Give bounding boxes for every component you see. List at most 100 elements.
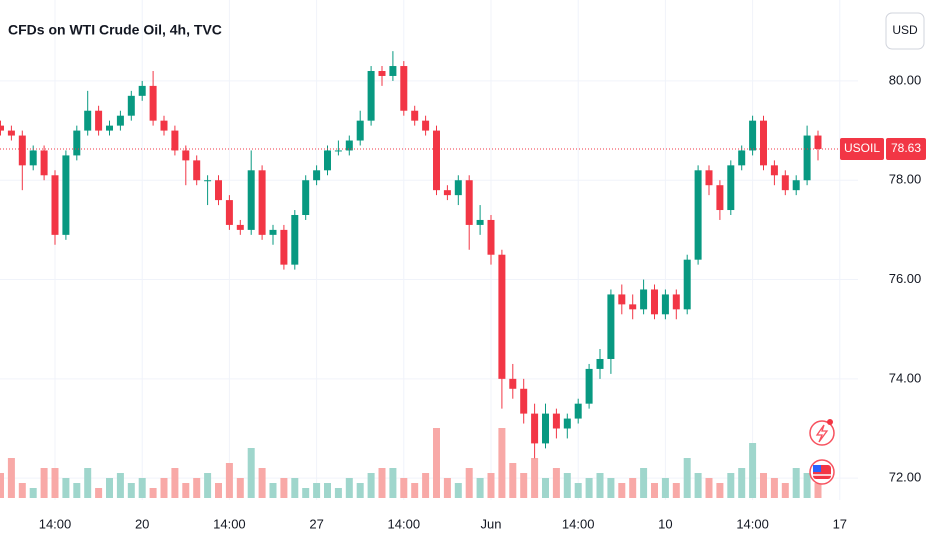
volume-bar [727,473,735,498]
volume-bar [258,468,266,498]
volume-bar [356,483,364,498]
volume-bar [640,468,648,498]
axes: 72.00 74.00 76.00 78.00 80.00 14:00 20 14:00 27 1… [0,72,926,531]
candle-body [160,120,168,131]
candle-body [716,185,724,211]
candle-body [215,180,222,201]
y-tick-label: 76.00 [889,271,922,286]
candle-body [334,150,342,152]
candle-body [18,135,26,166]
x-tick-label: 10 [658,516,672,531]
candle-body [356,120,364,141]
candle-body [182,150,190,161]
event-icon[interactable] [809,420,835,446]
volume-bar [29,488,37,498]
candle-body [149,85,157,121]
volume-bar [182,483,190,498]
candle-body [95,110,103,131]
candle-body [640,289,648,310]
candle-body [683,259,691,310]
candle-body [574,403,582,419]
x-tick-label: 14:00 [388,516,421,531]
volume-bar [367,473,375,498]
volume-bar [138,478,146,498]
volume-bar [127,483,135,498]
volume-bar [552,468,560,498]
volume-bar [171,468,179,498]
y-tick-label: 78.00 [889,172,922,187]
volume-bar [716,483,724,498]
volume-bar [116,473,124,498]
event-icons[interactable] [809,419,835,485]
candle-body [694,170,702,260]
volume-bar [509,463,517,498]
candle-body [324,150,331,171]
candle-body [443,190,451,196]
candle-body [62,155,70,235]
volume-bar [487,473,495,498]
volume-bar [760,473,767,498]
y-tick-label: 72.00 [889,470,922,485]
volume-bar [73,483,81,498]
candle-body [367,71,375,121]
volume-bar [215,483,222,498]
candle-body [672,294,680,310]
x-tick-label: 14:00 [736,516,769,531]
volume-bar [618,483,626,498]
candle-body [106,125,113,131]
volume-bar [738,468,746,498]
x-tick-label: 17 [833,516,847,531]
volume-bar [149,488,157,498]
x-tick-label: 14:00 [213,516,246,531]
candle-body [378,71,386,76]
candle-body [433,130,440,191]
volume-bar [291,478,299,498]
volume-bar [542,478,549,498]
currency-label[interactable]: USD [892,23,918,37]
candle-body [727,165,735,211]
candle-body [193,160,201,181]
candle-layer [0,51,822,459]
candle-body [487,219,495,255]
volume-bar [18,483,26,498]
candle-body [345,140,353,151]
x-tick-label: Jun [481,516,502,531]
candle-body [422,120,430,131]
y-tick-label: 74.00 [889,370,922,385]
volume-bar [302,488,310,498]
candle-body [585,368,593,404]
candle-body [51,175,59,235]
candle-body [760,120,767,166]
candle-body [0,125,4,131]
symbol-label: USOIL [844,141,880,155]
volume-bar [225,463,233,498]
candle-body [607,294,615,359]
currency-button[interactable] [885,12,925,50]
y-tick-label: 80.00 [889,72,922,87]
volume-bar [585,478,593,498]
volume-bar [378,468,386,498]
candle-body [280,229,288,265]
candle-body [531,413,539,444]
volume-bar [345,478,353,498]
volume-bar [84,468,92,498]
candle-body [29,150,37,166]
volume-bar [400,478,408,498]
volume-bar [106,478,113,498]
price-label: 78.63 [891,141,921,155]
candle-body [411,110,419,121]
volume-bar [95,488,103,498]
volume-bar [531,458,539,498]
candle-body [596,358,604,369]
candle-body [236,224,244,230]
volume-bar [389,468,397,498]
volume-bar [313,483,321,498]
volume-bar [280,478,288,498]
candle-body [651,289,658,315]
volume-bar [803,473,811,498]
candle-body [618,294,626,305]
candle-body [552,413,560,429]
